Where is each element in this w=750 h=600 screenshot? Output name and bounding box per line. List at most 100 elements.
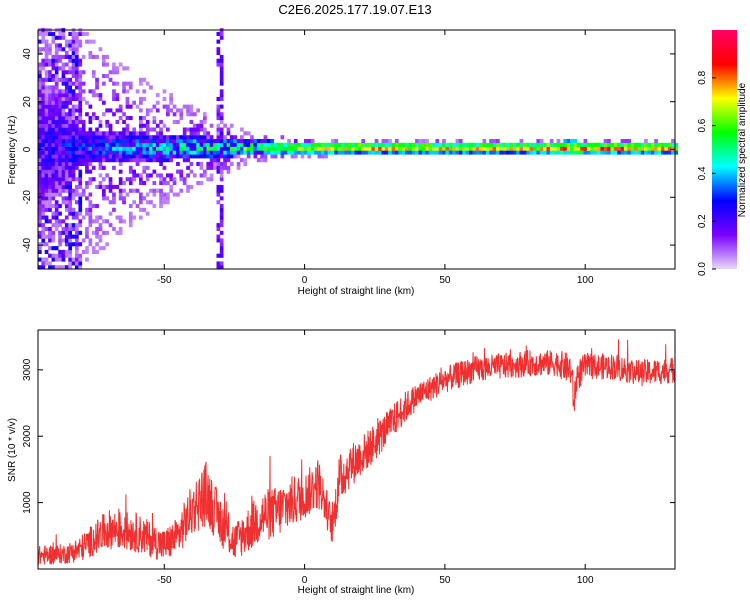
spectrogram-cell [71, 116, 76, 121]
spectrogram-cell [54, 192, 59, 197]
spectrogram-cell [162, 196, 167, 201]
spectrogram-cell [610, 142, 615, 147]
spectrogram-cell [661, 150, 665, 155]
spectrogram-cell [166, 135, 170, 140]
spectrogram-cell [122, 200, 126, 205]
spectrogram-cell [250, 150, 254, 155]
spectrogram-cell [159, 173, 163, 178]
spectrogram-cell [61, 131, 66, 136]
spectrogram-cell [44, 89, 49, 94]
spectrogram-cell [71, 173, 76, 178]
spectrogram-cell [634, 150, 638, 155]
spectrogram-cell [398, 142, 402, 147]
spectrogram-cell [182, 150, 187, 155]
spectrogram-cell [68, 161, 72, 166]
spectrogram-cell [172, 119, 177, 124]
spectrogram-cell [81, 146, 86, 151]
spectrogram-cell [394, 150, 399, 155]
spectrogram-cell [44, 142, 49, 147]
spectrogram-cell [209, 158, 214, 163]
spectrogram-cell [118, 215, 123, 220]
spectrogram-cell [102, 74, 106, 79]
spectrogram-cell [61, 116, 66, 121]
spectrogram-cell [95, 131, 99, 136]
spectrogram-cell [388, 146, 392, 151]
spectrogram-cell [132, 100, 136, 105]
spectrogram-cell [506, 150, 510, 155]
spectrogram-cell [125, 150, 130, 155]
spectrogram-cell [61, 77, 66, 82]
spectrogram-cell [105, 142, 109, 147]
spectrogram-cell [132, 135, 136, 140]
spectrogram-cell [68, 211, 72, 216]
spectrogram-cell [172, 139, 177, 144]
spectrogram-cell [132, 200, 136, 205]
snr-y-tick-label: 1000 [22, 491, 33, 514]
spectrogram-cell [122, 142, 126, 147]
spectrogram-cell [529, 150, 534, 155]
spectrogram-cell [152, 158, 157, 163]
spectrogram-cell [64, 200, 69, 205]
spectrogram-cell [357, 142, 362, 147]
spectrogram-cell [41, 123, 46, 128]
spectrogram-cell [61, 62, 66, 67]
spectrogram-cell [172, 142, 177, 147]
spectrogram-cell [85, 135, 89, 140]
spectrogram-cell [64, 54, 69, 59]
spectrogram-cell [216, 51, 221, 56]
spectrogram-cell [112, 226, 116, 231]
spectrogram-cell [620, 150, 625, 155]
spectrogram-cell [576, 150, 581, 155]
spectrogram-cell [159, 142, 163, 147]
spectrogram-cell [88, 89, 93, 94]
spectrogram-cell [583, 142, 588, 147]
spectrogram-cell [118, 135, 123, 140]
spectrogram-cell [179, 188, 184, 193]
spectrogram-cell [179, 112, 184, 117]
spectrogram-cell [203, 127, 207, 132]
spectrogram-cell [78, 43, 83, 48]
spectrogram-cell [394, 142, 399, 147]
spectrogram-cell [44, 196, 49, 201]
spectrogram-cell [71, 135, 76, 140]
spectrogram-cell [58, 142, 62, 147]
spectrogram-cell [112, 146, 116, 151]
spectrogram-cell [176, 108, 180, 113]
spectrogram-cell [216, 265, 221, 270]
spectrogram-cell [54, 139, 59, 144]
spectrogram-cell [135, 104, 140, 109]
spectrogram-cell [81, 238, 86, 243]
spectrogram-cell [155, 131, 160, 136]
spectrogram-cell [54, 253, 59, 258]
spectrogram-cell [115, 150, 120, 155]
spectrogram-cell [85, 234, 89, 239]
spectrogram-cell [105, 146, 109, 151]
spectrogram-cell [41, 77, 46, 82]
spectrogram-cell [260, 158, 264, 163]
spectrogram-cell [58, 181, 62, 186]
spectrogram-cell [203, 173, 207, 178]
spectrogram-cell [293, 154, 298, 159]
spectrogram-cell [391, 150, 396, 155]
spectrogram-cell [44, 139, 49, 144]
spectrogram-cell [64, 100, 69, 105]
spectrogram-cell [122, 85, 126, 90]
spectrogram-cell [75, 253, 79, 258]
spectrogram-cell [38, 146, 42, 151]
spectrogram-cell [44, 234, 49, 239]
spectrogram-cell [68, 89, 72, 94]
snr-y-tick-label: 2000 [22, 425, 33, 448]
spectrogram-cell [155, 188, 160, 193]
spectrogram-cell [522, 146, 527, 151]
spectrogram-cell [617, 146, 621, 151]
spectrogram-cell [38, 62, 42, 67]
spectrogram-cell [75, 249, 79, 254]
spectrogram-cell [51, 77, 56, 82]
spectrogram-cell [122, 158, 126, 163]
spectrogram-cell [51, 62, 56, 67]
spectrogram-cell [240, 146, 244, 151]
spectrogram-cell [38, 70, 42, 75]
spectrogram-cell [91, 219, 96, 224]
spectrogram-cell [152, 116, 157, 121]
spectrogram-cell [203, 112, 207, 117]
